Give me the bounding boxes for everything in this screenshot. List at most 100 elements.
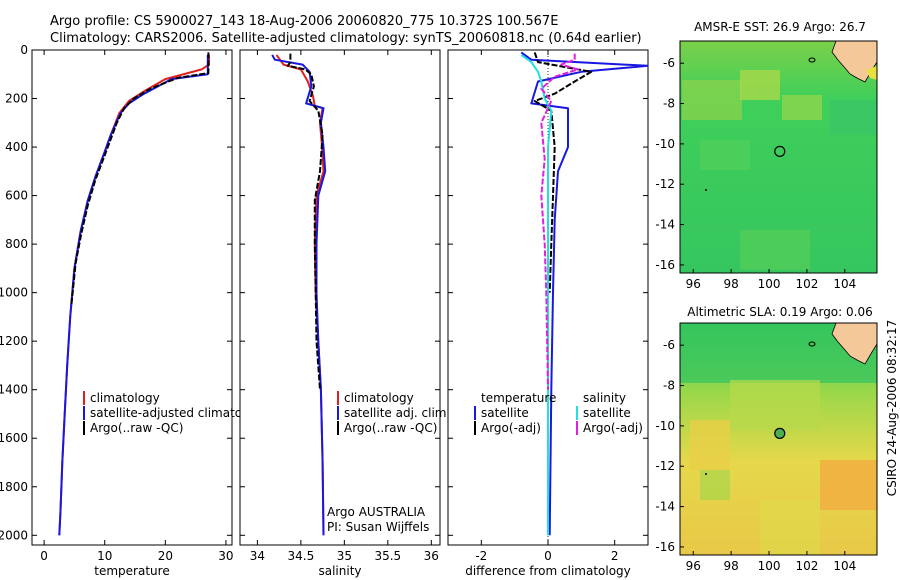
creation-stamp: CSIRO 24-Aug-2006 08:32:17: [885, 320, 899, 496]
series-salinity-argo-adj-: [540, 53, 579, 390]
legend-header-temperature: temperature: [481, 391, 556, 405]
sst-patch: [740, 230, 810, 270]
lon-tick-label: 102: [795, 559, 818, 573]
argo-position-marker: [774, 145, 786, 157]
difference-y-ticks: [448, 49, 648, 536]
temperature-series: [58, 52, 210, 536]
sst-coastal-warm: [866, 66, 877, 80]
difference-legend: temperature salinity satellite Argo(-adj…: [474, 391, 643, 435]
legend-climatology: climatology: [90, 391, 160, 405]
lat-tick-label: -16: [655, 540, 675, 554]
sst-map-frame: [679, 40, 878, 274]
lon-tick-label: 102: [795, 277, 818, 291]
temperature-panel: 0 200 400 600 800 1000 1200 1400 1600 1800 2000 0 1…: [0, 43, 268, 578]
legend-header-salinity: salinity: [583, 391, 626, 405]
lat-tick-label: -8: [663, 379, 675, 393]
lon-tick-label: 104: [833, 559, 856, 573]
x-tick-label: 10: [97, 549, 112, 563]
x-tick-label: 0: [544, 549, 552, 563]
legend-sal-satellite: satellite: [583, 406, 631, 420]
lat-tick-label: -10: [655, 137, 675, 151]
sla-map-panel: Altimetric SLA: 0.19 Argo: 0.06 96 98 100 1…: [655, 305, 878, 573]
difference-panel: -2 0 2 difference from climatology tempera…: [447, 49, 649, 578]
x-tick-label: -2: [475, 549, 487, 563]
x-tick-label: 0: [40, 549, 48, 563]
temperature-axes-frame: [31, 49, 233, 546]
sst-map-title: AMSR-E SST: 26.9 Argo: 26.7: [694, 20, 866, 34]
island-dot: [705, 473, 707, 475]
lon-tick-label: 104: [833, 277, 856, 291]
lat-tick-label: -12: [655, 459, 675, 473]
sla-high-patch: [820, 460, 877, 510]
legend-temp-argo: Argo(-adj): [481, 421, 541, 435]
sla-map-frame: [679, 322, 878, 556]
lon-tick-label: 100: [758, 559, 781, 573]
lon-tick-label: 96: [686, 559, 701, 573]
salinity-legend: climatology satellite adj. clim. Argo(..…: [337, 391, 450, 435]
sst-map-panel: AMSR-E SST: 26.9 Argo: 26.7 96 98 100 102 10…: [655, 20, 878, 291]
depth-axis-ticks: 0 200 400 600 800 1000 1200 1400 1600 1800 2000: [0, 43, 232, 542]
series-satellite-adjusted-climatology: [58, 54, 209, 536]
island-dot: [705, 189, 707, 191]
lon-tick-label: 98: [724, 277, 739, 291]
lon-tick-label: 100: [758, 277, 781, 291]
sla-map-title: Altimetric SLA: 0.19 Argo: 0.06: [687, 305, 872, 319]
x-tick-label: 30: [218, 549, 233, 563]
x-tick-label: 35: [337, 549, 352, 563]
sla-map-ticks: 96 98 100 102 104 -6 -8 -10 -12 -14 -16: [655, 338, 856, 573]
difference-series: [520, 50, 648, 545]
lat-tick-label: -6: [663, 338, 675, 352]
sst-warm-patch: [782, 95, 822, 120]
island: [808, 341, 816, 347]
x-tick-label: 2: [611, 549, 619, 563]
sst-warm-patch: [740, 70, 780, 100]
legend-satellite-adj: satellite adj. clim.: [344, 406, 450, 420]
lat-tick-label: -16: [655, 258, 675, 272]
depth-tick-label: 1800: [0, 480, 28, 494]
legend-temp-satellite: satellite: [481, 406, 529, 420]
depth-tick-label: 400: [5, 140, 28, 154]
salinity-y-ticks: [240, 49, 440, 536]
island: [808, 57, 816, 63]
legend-satellite-adjusted: satellite-adjusted climatology: [90, 406, 268, 420]
series-satellite-adj-clim-: [271, 54, 327, 536]
temperature-x-ticks: 0 10 20 30: [40, 50, 234, 563]
temperature-legend: climatology satellite-adjusted climatolo…: [83, 391, 268, 435]
legend-argo: Argo(..raw -QC): [344, 421, 437, 435]
sla-patch: [760, 500, 820, 555]
lat-tick-label: -10: [655, 419, 675, 433]
salinity-xlabel: salinity: [318, 564, 361, 578]
sst-field: [680, 41, 877, 273]
difference-xlabel: difference from climatology: [465, 564, 631, 578]
lat-tick-label: -14: [655, 500, 675, 514]
series-salinity-satellite: [520, 54, 553, 536]
x-tick-label: 34.5: [288, 549, 315, 563]
salinity-x-ticks: 34 34.5 35 35.5 36: [250, 50, 439, 563]
temperature-xlabel: temperature: [94, 564, 169, 578]
sst-patch: [700, 140, 750, 170]
salinity-series: [271, 53, 327, 536]
header-line-1: Argo profile: CS 5900027_143 18-Aug-2006…: [50, 14, 558, 29]
legend-climatology: climatology: [344, 391, 414, 405]
lon-tick-label: 96: [686, 277, 701, 291]
sla-patch: [730, 380, 820, 430]
sla-patch: [700, 470, 730, 500]
legend-sal-argo: Argo(-adj): [583, 421, 643, 435]
x-tick-label: 36: [424, 549, 439, 563]
x-tick-label: 34: [250, 549, 265, 563]
depth-tick-label: 800: [5, 237, 28, 251]
sst-warm-patch: [682, 80, 742, 120]
x-tick-label: 35.5: [374, 549, 401, 563]
sla-field: [680, 323, 877, 555]
sst-patch: [830, 100, 877, 135]
land-sumatra: [831, 323, 877, 365]
lat-tick-label: -12: [655, 177, 675, 191]
series-argo-raw-qc-: [286, 53, 324, 390]
x-tick-label: 20: [158, 549, 173, 563]
series-argo-raw-qc-: [70, 52, 210, 305]
lon-tick-label: 98: [724, 559, 739, 573]
lat-tick-label: -14: [655, 218, 675, 232]
header-line-2: Climatology: CARS2006. Satellite-adjuste…: [50, 31, 642, 46]
lat-tick-label: -6: [663, 56, 675, 70]
